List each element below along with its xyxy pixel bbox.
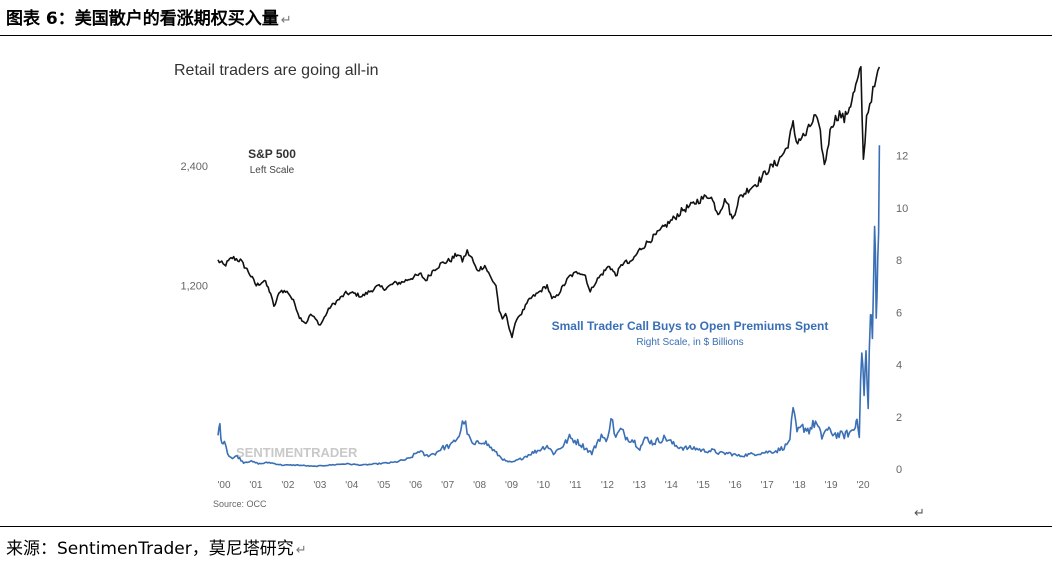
figure-title: 图表 6：美国散户的看涨期权买入量 ↵ (6, 4, 292, 29)
x-tick-label: '02 (281, 480, 294, 491)
x-tick-label: '03 (313, 480, 326, 491)
call-buys-line (217, 145, 881, 468)
right-tick-label: 0 (896, 464, 902, 476)
return-mark-title: ↵ (280, 13, 292, 28)
figure-source: 来源：SentimenTrader，莫尼塔研究 ↵ (6, 534, 307, 559)
x-tick-label: '07 (441, 480, 454, 491)
x-tick-label: '06 (409, 480, 422, 491)
x-tick-label: '20 (857, 480, 870, 491)
x-tick-label: '09 (505, 480, 518, 491)
return-mark-chart: ↵ (914, 506, 925, 521)
call-buys-sublabel: Right Scale, in $ Billions (636, 337, 743, 348)
left-tick-label: 1,200 (180, 280, 208, 292)
chart-source-note: Source: OCC (213, 499, 267, 509)
x-tick-label: '15 (697, 480, 710, 491)
sp500-label: S&P 500 (248, 147, 296, 161)
figure-source-text: 来源：SentimenTrader，莫尼塔研究 (6, 539, 294, 559)
right-tick-label: 4 (896, 360, 902, 372)
x-tick-label: '13 (633, 480, 646, 491)
x-tick-label: '00 (217, 480, 230, 491)
left-axis-ticks: 1,200 2,400 (180, 161, 208, 292)
x-tick-label: '19 (825, 480, 838, 491)
call-buys-label: Small Trader Call Buys to Open Premiums … (552, 319, 829, 333)
x-tick-label: '08 (473, 480, 486, 491)
right-tick-label: 8 (896, 255, 902, 267)
x-tick-label: '01 (249, 480, 262, 491)
return-mark-source: ↵ (295, 543, 307, 558)
sentimentrader-watermark: SENTIMENTRADER (236, 445, 358, 460)
x-tick-label: '12 (601, 480, 614, 491)
right-tick-label: 6 (896, 307, 902, 319)
right-axis-ticks: 0 2 4 6 8 10 12 (896, 151, 908, 476)
x-tick-label: '04 (345, 480, 358, 491)
x-tick-label: '17 (761, 480, 774, 491)
x-tick-label: '16 (729, 480, 742, 491)
bottom-rule (0, 526, 1052, 527)
x-tick-label: '05 (377, 480, 390, 491)
x-tick-label: '14 (665, 480, 678, 491)
chart: Retail traders are going all-in 1,200 2,4… (174, 62, 908, 509)
left-tick-label: 2,400 (180, 161, 208, 173)
x-tick-label: '10 (537, 480, 550, 491)
sp500-sublabel: Left Scale (250, 165, 295, 176)
sp500-line (217, 65, 881, 339)
right-tick-label: 12 (896, 151, 908, 163)
right-tick-label: 2 (896, 412, 902, 424)
top-rule (0, 35, 1052, 36)
x-axis-ticks: '00 '01 '02 '03 '04 '05 '06 '07 '08 '09 '10 '11 '12 '… (217, 480, 870, 491)
x-tick-label: '18 (793, 480, 806, 491)
chart-title: Retail traders are going all-in (174, 62, 379, 79)
right-tick-label: 10 (896, 203, 908, 215)
x-tick-label: '11 (569, 480, 582, 491)
figure-title-text: 图表 6：美国散户的看涨期权买入量 (6, 9, 279, 29)
